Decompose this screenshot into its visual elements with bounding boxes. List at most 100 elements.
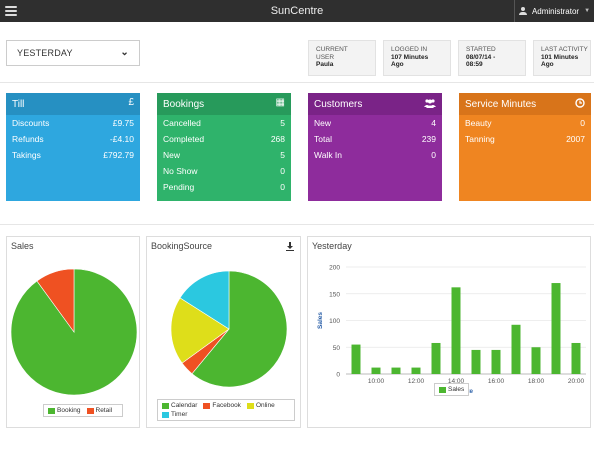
pound-icon: £: [128, 97, 134, 108]
divider: [0, 82, 594, 83]
legend-label: Timer: [171, 411, 188, 418]
bar-19:00[interactable]: [551, 283, 561, 374]
pie-slice-calendar[interactable]: [191, 270, 288, 388]
tile-row: Takings £792.79: [12, 150, 134, 160]
pie-slice-timer[interactable]: [179, 270, 230, 330]
tile-row: Completed 268: [163, 134, 285, 144]
legend-item[interactable]: Facebook: [203, 402, 241, 409]
y-tick-label: 200: [329, 265, 340, 272]
panel-title: BookingSource: [151, 241, 213, 251]
legend-item[interactable]: Retail: [86, 407, 113, 414]
legend-label: Facebook: [212, 402, 241, 409]
tile-row: Total 239: [314, 134, 436, 144]
legend-label: Booking: [57, 407, 81, 414]
bar-12:00[interactable]: [411, 367, 421, 374]
tile-row: Walk In 0: [314, 150, 436, 160]
tile-row: Refunds -£4.10: [12, 134, 134, 144]
tile-row: Pending 0: [163, 182, 285, 192]
logged-in-stat: LOGGED IN 107 Minutes Ago: [383, 40, 451, 76]
legend-item[interactable]: Sales: [439, 386, 464, 393]
legend-swatch: [86, 407, 94, 414]
legend-item[interactable]: Timer: [162, 411, 187, 418]
tile-row: New 5: [163, 150, 285, 160]
user-menu-label: Administrator: [531, 6, 580, 16]
pie-slice-retail[interactable]: [36, 268, 75, 333]
legend-label: Calendar: [171, 402, 198, 409]
tile-row: New 4: [314, 118, 436, 128]
chevron-down-icon: ⌄: [120, 47, 129, 58]
hamburger-menu-icon[interactable]: [4, 4, 18, 18]
legend-swatch: [246, 402, 254, 409]
legend-item[interactable]: Booking: [48, 407, 81, 414]
period-select-value: YESTERDAY: [17, 48, 73, 58]
bar-16:00[interactable]: [491, 349, 501, 374]
download-icon[interactable]: [286, 242, 294, 251]
sales-pie-chart: [10, 268, 138, 396]
x-tick-label: 12:00: [408, 378, 425, 385]
booking-source-panel: BookingSource Calendar Facebook Online Time…: [146, 236, 301, 428]
legend-swatch: [203, 402, 211, 409]
tile-title: Bookings: [163, 98, 205, 110]
x-tick-label: 20:00: [568, 378, 585, 385]
tile-title: Customers: [314, 98, 363, 110]
y-axis-title: Sales: [317, 312, 324, 329]
period-select[interactable]: YESTERDAY ⌄: [6, 40, 140, 66]
user-icon: [518, 7, 527, 15]
bar-14:00[interactable]: [451, 287, 461, 374]
y-tick-label: 100: [329, 318, 340, 325]
bar-11:00[interactable]: [391, 367, 401, 374]
yesterday-legend: Sales: [434, 383, 470, 396]
yesterday-panel: Yesterday 0 50 100 150 200 10:00 12:00 14:00 16:…: [307, 236, 591, 428]
y-tick-label: 50: [333, 345, 341, 352]
bar-10:00[interactable]: [371, 367, 381, 374]
calendar-icon: ▦: [275, 97, 285, 108]
app-title: SunCentre: [270, 5, 324, 17]
last-activity-stat: LAST ACTIVITY 101 Minutes Ago: [533, 40, 591, 76]
user-menu-button[interactable]: Administrator ▼: [514, 0, 594, 22]
x-tick-label: 14:00: [448, 378, 465, 385]
legend-label: Online: [255, 402, 275, 409]
tile-title: Till: [12, 98, 25, 110]
legend-swatch: [439, 386, 446, 393]
x-tick-label: 10:00: [368, 378, 385, 385]
legend-swatch: [48, 407, 55, 414]
bar-15:00[interactable]: [471, 349, 481, 374]
tile-row: No Show 0: [163, 166, 285, 176]
pie-slice-online[interactable]: [170, 297, 230, 364]
caret-down-icon: ▼: [584, 8, 591, 14]
tile-row: Tanning 2007: [465, 134, 585, 144]
sales-panel: Sales Booking Retail: [6, 236, 140, 428]
tile-title: Service Minutes: [465, 98, 537, 110]
divider: [0, 224, 594, 225]
bar-09:00[interactable]: [351, 344, 361, 374]
bar-17:00[interactable]: [511, 324, 521, 374]
bar-20:00[interactable]: [571, 342, 581, 374]
tile-row: Beauty 0: [465, 118, 585, 128]
y-tick-label: 0: [336, 372, 340, 379]
service-minutes-tile[interactable]: Service Minutes Beauty 0 Tanning 2007: [459, 93, 591, 201]
y-tick-label: 150: [329, 291, 340, 298]
booking-source-legend: Calendar Facebook Online Timer: [157, 399, 295, 421]
tile-row: Cancelled 5: [163, 118, 285, 128]
legend-label: Retail: [95, 407, 113, 414]
legend-item[interactable]: Calendar: [162, 402, 197, 409]
booking-source-pie-chart: [170, 270, 288, 388]
bar-13:00[interactable]: [431, 342, 441, 374]
clock-icon: [575, 98, 585, 111]
till-tile[interactable]: Till £ Discounts £9.75 Refunds -£4.10 Taki…: [6, 93, 140, 201]
panel-title: Yesterday: [312, 241, 352, 251]
users-icon: [424, 98, 436, 111]
legend-label: Sales: [448, 386, 465, 393]
current-user-stat: CURRENT USER Paula: [308, 40, 376, 76]
top-bar: SunCentre Administrator ▼: [0, 0, 594, 22]
sales-legend: Booking Retail: [43, 404, 123, 417]
bookings-tile[interactable]: Bookings ▦ Cancelled 5 Completed 268 New 5 …: [157, 93, 291, 201]
yesterday-bar-chart: 0 50 100 150 200 10:00 12:00 14:00 16:00 18:00 20:…: [317, 265, 586, 395]
panel-title: Sales: [11, 241, 34, 251]
bar-18:00[interactable]: [531, 347, 541, 374]
legend-swatch: [162, 402, 169, 409]
started-stat: STARTED 08/07/14 - 08:59: [458, 40, 526, 76]
customers-tile[interactable]: Customers New 4 Total 239 Walk In 0: [308, 93, 442, 201]
legend-item[interactable]: Online: [246, 402, 275, 409]
tile-row: Discounts £9.75: [12, 118, 134, 128]
